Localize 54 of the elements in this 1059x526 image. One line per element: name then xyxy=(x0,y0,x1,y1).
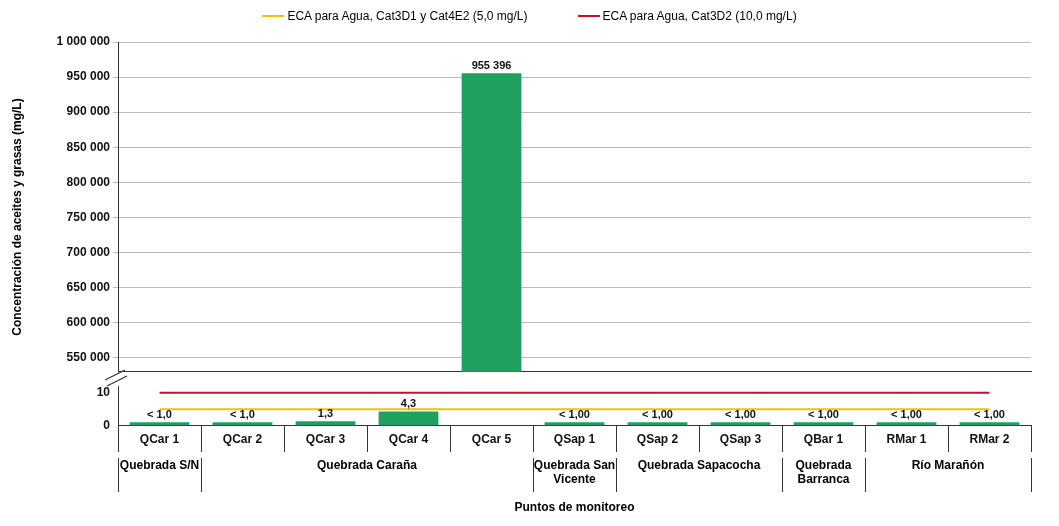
x-tick-label: QBar 1 xyxy=(803,432,844,447)
x-tick-label: QSap 1 xyxy=(553,432,596,447)
text: Río Marañón xyxy=(910,458,986,472)
bar xyxy=(876,422,937,426)
data-label: < 1,0 xyxy=(147,407,172,420)
legend-label: ECA para Agua, Cat3D2 (10,0 mg/L) xyxy=(601,9,797,23)
text: Quebrada S/N xyxy=(118,458,201,472)
x-tick-label: QCar 4 xyxy=(388,432,429,447)
x-tick-label: RMar 1 xyxy=(886,432,927,447)
y-tick-label: 650 000 xyxy=(66,279,111,294)
y-tick-label: 750 000 xyxy=(66,209,111,224)
data-label: < 1,00 xyxy=(808,407,839,420)
x-tick-label: QCar 2 xyxy=(222,432,263,447)
y-tick-label: 950 000 xyxy=(66,69,111,84)
bar xyxy=(959,422,1020,426)
bar xyxy=(544,422,605,426)
y-tick-label: 0 xyxy=(103,417,111,432)
bar xyxy=(212,422,273,426)
data-label: 4,3 xyxy=(400,397,417,410)
data-label: < 1,00 xyxy=(642,407,673,420)
y-tick-label: 700 000 xyxy=(66,244,111,259)
bar xyxy=(627,422,688,426)
data-label: < 1,00 xyxy=(725,407,756,420)
bar xyxy=(793,422,854,426)
x-tick-label: QCar 5 xyxy=(471,432,512,447)
data-label: < 1,00 xyxy=(974,407,1005,420)
data-label: < 1,0 xyxy=(230,407,255,420)
text: Quebrada Caraña xyxy=(315,458,418,472)
bar xyxy=(295,421,356,426)
y-tick-label: 900 000 xyxy=(66,104,111,119)
y-tick-label: 10 xyxy=(96,385,111,400)
bar xyxy=(378,411,439,426)
y-axis-title: Concentración de aceites y grasas (mg/L) xyxy=(10,97,24,338)
x-tick-label: QCar 1 xyxy=(139,432,180,447)
y-tick-label: 600 000 xyxy=(66,314,111,329)
x-tick-label: QCar 3 xyxy=(305,432,346,447)
legend-label: ECA para Agua, Cat3D1 y Cat4E2 (5,0 mg/L) xyxy=(286,9,528,23)
text: Quebrada Sapacocha xyxy=(636,458,762,472)
y-tick-label: 1 000 000 xyxy=(56,34,111,49)
x-tick-label: QSap 3 xyxy=(719,432,762,447)
data-label: < 1,00 xyxy=(559,407,590,420)
y-tick-label: 850 000 xyxy=(66,139,111,154)
bar xyxy=(129,422,190,426)
data-label: 955 396 xyxy=(471,58,512,71)
x-tick-label: RMar 2 xyxy=(969,432,1010,447)
text: Quebrada San Vicente xyxy=(533,458,616,486)
y-tick-label: 550 000 xyxy=(66,350,111,365)
bar xyxy=(710,422,771,426)
x-tick-label: QSap 2 xyxy=(636,432,679,447)
y-tick-label: 800 000 xyxy=(66,174,111,189)
text: Quebrada Barranca xyxy=(794,458,853,486)
data-label: < 1,00 xyxy=(891,407,922,420)
data-label: 1,3 xyxy=(317,406,334,419)
x-axis-title: Puntos de monitoreo xyxy=(513,500,636,514)
